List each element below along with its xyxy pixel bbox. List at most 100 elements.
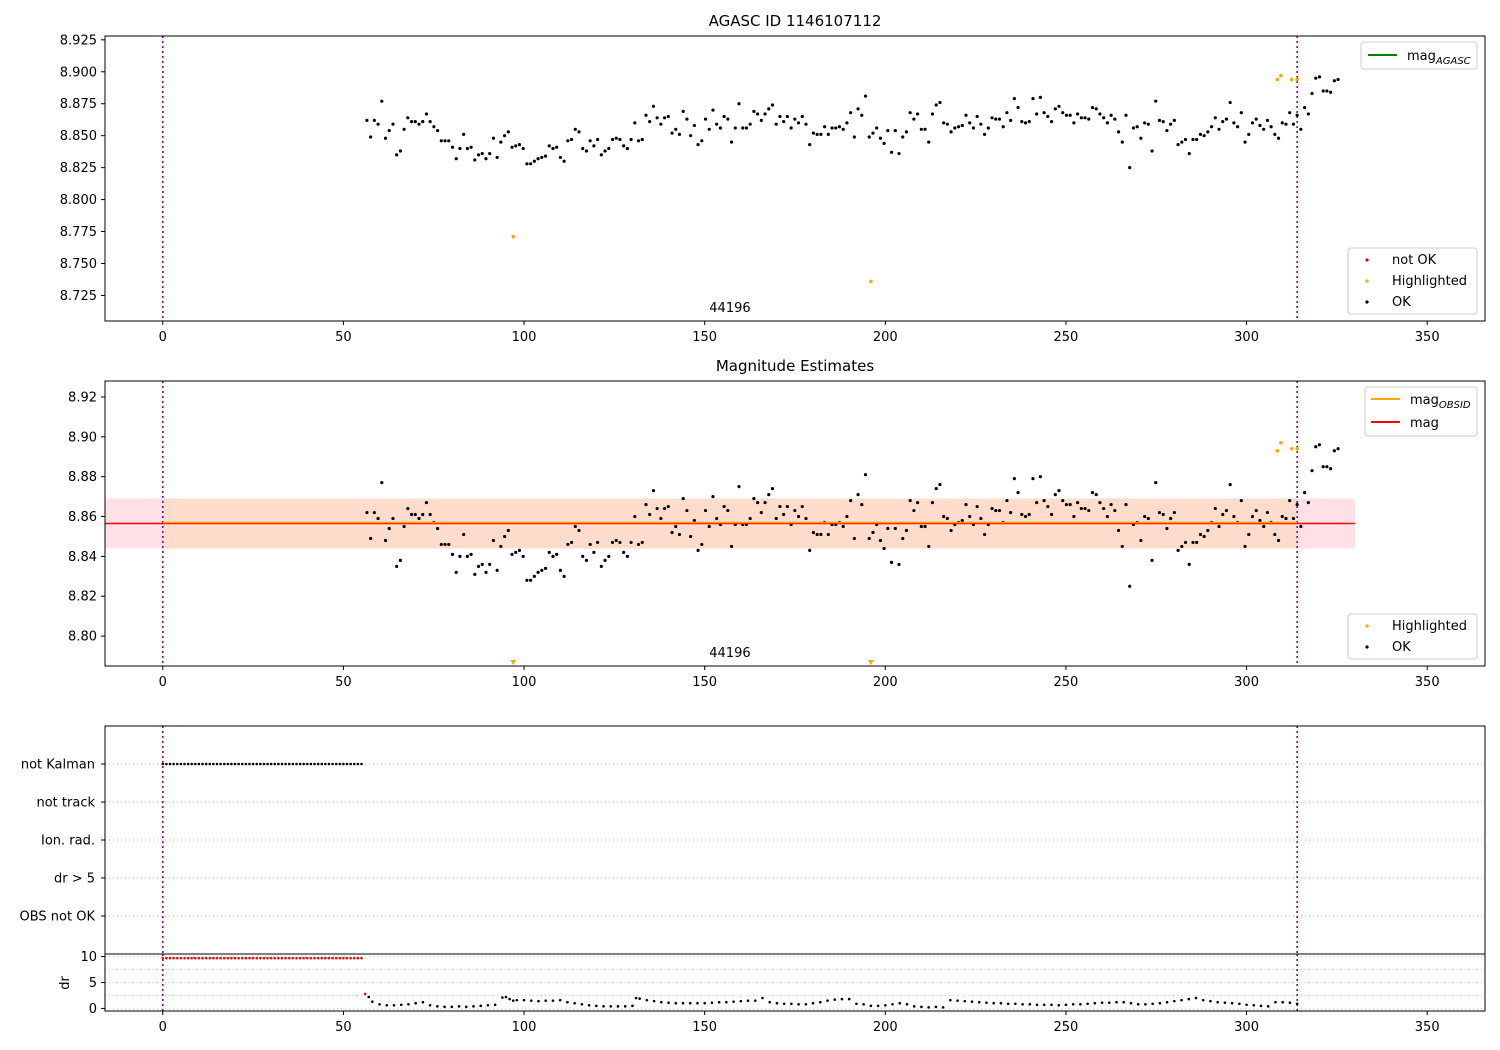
panel-1-ok-point	[1273, 132, 1277, 137]
dr-point	[450, 1005, 454, 1009]
panel-2-ok-point	[919, 524, 923, 529]
panel-2-ok-point	[763, 500, 767, 505]
panel-2-ok-point	[1012, 477, 1016, 481]
panel-2-ok-point	[525, 578, 529, 582]
panel-2-ok-point	[852, 536, 856, 541]
panel-1-ok-point	[1236, 125, 1240, 129]
dr-point	[414, 1001, 417, 1005]
dr-point	[775, 1001, 779, 1005]
panel-1-ok-point	[636, 139, 641, 143]
panel-2-ok-point	[1183, 540, 1188, 545]
panel-2-ok-point	[1064, 502, 1069, 507]
panel-1-ok-point	[1113, 117, 1117, 121]
panel-2-ok-point	[901, 536, 905, 541]
panel-1-ok-point	[986, 126, 990, 130]
dr-point	[891, 1002, 894, 1006]
panel-2-ok-point	[1258, 518, 1262, 523]
dr-point	[746, 999, 750, 1002]
panel-2-ok-point	[681, 496, 685, 501]
panel-2-ok-point	[1072, 514, 1076, 519]
panel-1-y-tick-label: 8.850	[60, 129, 97, 144]
panel-2-x-tick-label: 150	[692, 675, 717, 690]
panel-1-ok-point	[651, 104, 656, 108]
flag-point	[183, 762, 186, 766]
panel-2-ok-point	[923, 524, 927, 529]
dr-point	[818, 1000, 822, 1004]
panel-1-ok-point	[800, 114, 804, 119]
panel-2-obsid-label: 44196	[709, 646, 750, 661]
panel-2-ok-point	[428, 512, 432, 517]
dr-point	[580, 1002, 584, 1006]
flag-point	[273, 762, 277, 766]
panel-1-ok-point	[737, 102, 741, 106]
panel-1-highlighted-point	[1289, 77, 1294, 82]
panel-2-ok-point	[1321, 465, 1325, 469]
panel-2-ok-point	[1284, 516, 1288, 521]
panel-1-ok-point	[718, 126, 723, 130]
panel-1-ok-point	[488, 151, 492, 156]
panel-1-ok-point	[551, 146, 555, 151]
panel-1-ok-point	[1005, 111, 1009, 115]
panel-1-ok-point	[904, 130, 909, 134]
dr-point	[884, 1004, 887, 1007]
dr-point	[587, 1004, 591, 1007]
panel-1-ok-point	[703, 117, 708, 121]
dr-point	[797, 1002, 800, 1006]
flag-point	[298, 762, 302, 766]
panel-2-ok-point	[968, 514, 972, 519]
panel-2-ok-point	[1217, 524, 1221, 529]
flag-point	[356, 762, 360, 766]
panel-2-ok-point	[878, 538, 883, 543]
dr-over-limit-point	[244, 956, 248, 960]
panel-1-ok-point	[878, 136, 883, 140]
dr-point	[732, 1000, 735, 1003]
panel-2-ok-point	[826, 532, 830, 537]
panel-2-ok-point	[1247, 532, 1251, 537]
panel-2-ok-point	[800, 504, 804, 509]
dr-point	[486, 1004, 490, 1007]
panel-1-ok-point	[741, 126, 745, 130]
dr-point	[956, 999, 959, 1002]
panel-1-ok-point	[629, 137, 633, 142]
panel-2-ok-point	[1139, 538, 1143, 543]
panel-2-ok-point	[1116, 528, 1121, 533]
panel-1-ok-point	[592, 144, 596, 148]
dr-point	[566, 1000, 569, 1004]
panel-2-ok-point	[547, 550, 551, 554]
dr-point	[558, 998, 562, 1002]
panel-2-ok-point	[979, 516, 983, 521]
flag-point	[291, 762, 295, 766]
panel-1-ok-point	[558, 155, 563, 160]
panel-2-ok-point	[599, 564, 603, 568]
panel-1-ok-point	[1310, 91, 1314, 96]
panel-2-ok-point	[662, 506, 667, 511]
panel-2-ok-point	[1023, 514, 1028, 519]
panel-2-ok-point	[1332, 449, 1336, 453]
panel-2-x-tick-label: 0	[159, 675, 167, 690]
panel-1-ok-point	[1239, 111, 1243, 115]
dr-point	[999, 1001, 1003, 1005]
panel-2-ok-point	[495, 568, 499, 572]
panel-2-ok-point	[1079, 506, 1083, 511]
dr-point	[1238, 1002, 1241, 1006]
flag-point	[277, 762, 280, 766]
panel-1-ok-point	[863, 94, 868, 98]
panel-2-ok-point	[1068, 502, 1072, 507]
panel-2-ok-point	[648, 512, 652, 517]
dr-over-limit-point	[255, 956, 259, 960]
panel-1-ok-point	[1057, 104, 1061, 108]
panel-1-ok-point	[837, 125, 842, 129]
panel-1-x-tick-label: 250	[1054, 330, 1079, 345]
magnitude-estimates-panel: Magnitude Estimates 0 50 100 150 200 250 300 35…	[68, 357, 1486, 690]
panel-1-ok-point	[1120, 140, 1124, 144]
panel-1-ok-point	[1243, 140, 1247, 144]
panel-1-ok-point	[908, 111, 912, 115]
panel-1-ok-point	[1317, 75, 1322, 79]
panel-1-ok-point	[584, 149, 589, 153]
legend-mag-agasc-subscript: AGASC	[1435, 56, 1471, 67]
dr-point	[1035, 1003, 1039, 1007]
dr-point	[522, 998, 526, 1002]
panel-2-ok-point	[1202, 534, 1206, 539]
panel-2-ok-point	[867, 536, 871, 541]
panel-2-ok-point	[540, 568, 544, 572]
